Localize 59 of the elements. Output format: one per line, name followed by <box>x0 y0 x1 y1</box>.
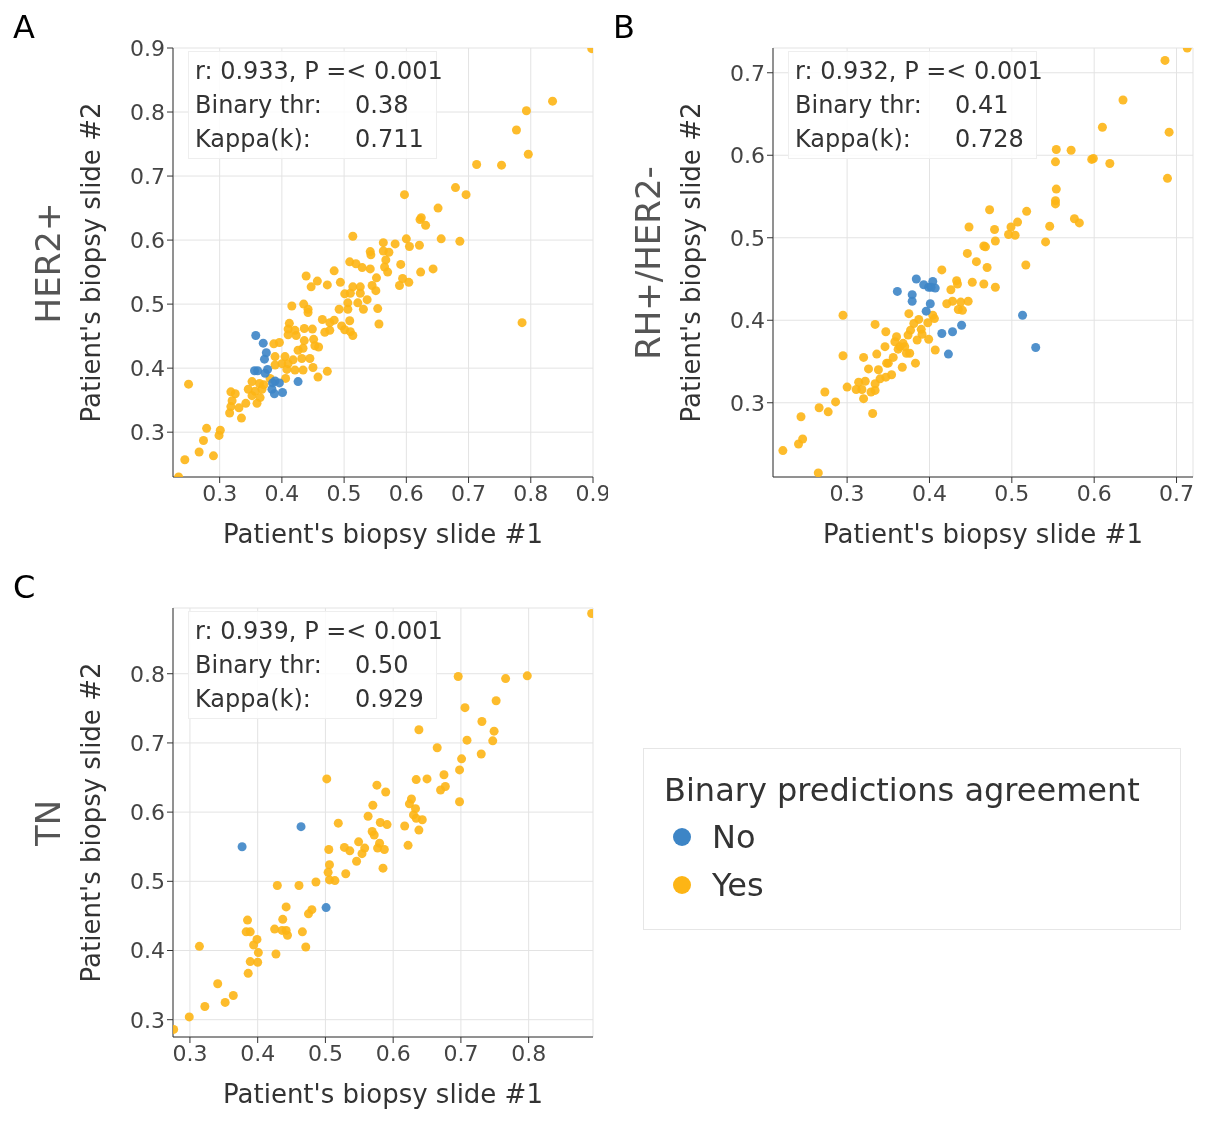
x-tick-label: 0.8 <box>513 480 549 506</box>
y-tick-label: 0.7 <box>130 730 165 756</box>
annotation: r: 0.933, P =< 0.001 <box>195 56 443 87</box>
text: Kappa(k): 0.728 <box>795 125 1024 153</box>
x-tick-label: 0.3 <box>829 480 865 506</box>
y-tick-label: 0.6 <box>730 143 765 169</box>
x-tick-label: 0.5 <box>307 1040 343 1066</box>
text: Binary thr: 0.41 <box>795 91 1009 119</box>
x-tick-label: 0.4 <box>264 480 300 506</box>
x-tick-label: 0.3 <box>202 480 238 506</box>
annotation: r: 0.932, P =< 0.001 <box>795 56 1043 87</box>
y-tick-label: 0.8 <box>130 99 165 125</box>
y-axis-title: Patient's biopsy slide #2 <box>76 102 107 423</box>
y-tick-label: 0.9 <box>130 35 165 61</box>
x-tick-label: 0.7 <box>443 1040 479 1066</box>
legend-title: Binary predictions agreement <box>664 771 1141 809</box>
annotation: r: 0.939, P =< 0.001 <box>195 616 443 647</box>
y-tick-label: 0.4 <box>730 308 765 334</box>
y-tick-label: 0.8 <box>130 661 165 687</box>
y-tick-label: 0.5 <box>130 869 165 895</box>
text: TN <box>28 799 68 846</box>
legend-label: No <box>712 818 756 856</box>
x-tick-label: 0.3 <box>172 1040 208 1066</box>
y-tick-label: 0.5 <box>130 291 165 317</box>
chart-title: B <box>613 8 635 46</box>
y-axis-title: Patient's biopsy slide #2 <box>76 662 107 983</box>
y-tick-label: 0.4 <box>130 938 165 964</box>
x-axis-title: Patient's biopsy slide #1 <box>223 519 543 549</box>
x-tick-label: 0.6 <box>1076 480 1112 506</box>
x-axis-title: Patient's biopsy slide #1 <box>223 1079 543 1109</box>
y-tick-label: 0.3 <box>130 419 165 445</box>
y-axis-title: Patient's biopsy slide #2 <box>676 102 707 423</box>
x-tick-label: 0.7 <box>451 480 487 506</box>
y-tick-label: 0.3 <box>130 1007 165 1033</box>
text: RH+/HER2- <box>628 165 668 360</box>
y-tick-label: 0.7 <box>130 163 165 189</box>
x-tick-label: 0.4 <box>240 1040 276 1066</box>
x-tick-label: 0.8 <box>511 1040 547 1066</box>
text: Kappa(k): 0.929 <box>195 685 424 713</box>
text: Binary thr: 0.38 <box>195 91 409 119</box>
y-tick-label: 0.7 <box>730 60 765 86</box>
text: HER2+ <box>28 202 68 323</box>
legend-label: Yes <box>712 866 764 904</box>
text: Kappa(k): 0.711 <box>195 125 424 153</box>
y-tick-label: 0.3 <box>730 390 765 416</box>
y-tick-label: 0.6 <box>130 799 165 825</box>
x-tick-label: 0.4 <box>911 480 947 506</box>
x-tick-label: 0.6 <box>388 480 424 506</box>
y-tick-label: 0.4 <box>130 355 165 381</box>
x-tick-label: 0.6 <box>375 1040 411 1066</box>
x-tick-label: 0.5 <box>994 480 1030 506</box>
y-tick-label: 0.5 <box>730 225 765 251</box>
chart-title: C <box>13 568 36 606</box>
y-tick-label: 0.6 <box>130 227 165 253</box>
x-axis-title: Patient's biopsy slide #1 <box>823 519 1143 549</box>
text: Binary thr: 0.50 <box>195 651 409 679</box>
x-tick-label: 0.7 <box>1159 480 1195 506</box>
chart-title: A <box>13 8 35 46</box>
x-tick-label: 0.5 <box>326 480 362 506</box>
